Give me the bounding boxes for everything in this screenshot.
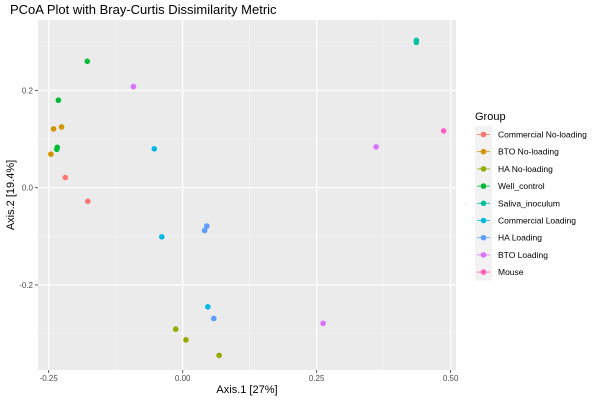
data-point xyxy=(413,39,420,46)
legend-key-point xyxy=(480,269,487,275)
data-point xyxy=(216,352,222,359)
y-axis-ticks: -0.2 0.0 0.2 xyxy=(19,86,38,290)
legend-key-point xyxy=(480,166,487,172)
y-tick-label: -0.2 xyxy=(19,281,33,290)
data-point xyxy=(205,304,211,310)
x-tick-label: 0.25 xyxy=(309,374,325,383)
data-point xyxy=(151,146,158,152)
legend-label: Saliva_inoculum xyxy=(498,198,560,208)
legend-key-point xyxy=(480,131,487,138)
data-point xyxy=(440,128,447,134)
data-point xyxy=(55,97,62,104)
legend-key-point xyxy=(480,200,487,207)
legend-label: Well_control xyxy=(498,181,545,191)
x-tick-label: 0.50 xyxy=(443,374,459,383)
data-point xyxy=(158,234,165,240)
x-tick-label: 0.00 xyxy=(175,374,191,383)
data-point xyxy=(62,174,69,181)
data-point xyxy=(50,126,57,132)
x-axis-ticks: -0.25 0.00 0.25 0.50 xyxy=(40,370,459,383)
data-point xyxy=(201,227,208,234)
data-point xyxy=(204,223,210,229)
data-point xyxy=(85,198,91,205)
y-tick-label: 0.2 xyxy=(22,86,34,95)
legend-key-point xyxy=(480,217,487,224)
legend-key-point xyxy=(480,148,487,155)
legend-key-point xyxy=(480,252,487,258)
data-point xyxy=(53,146,60,153)
grid-major xyxy=(38,20,456,370)
legend-key-point xyxy=(480,234,487,241)
data-points xyxy=(48,37,447,359)
data-point xyxy=(130,83,137,90)
chart-title: PCoA Plot with Bray-Curtis Dissimilarity… xyxy=(10,2,277,17)
legend-label: BTO No-loading xyxy=(498,147,559,157)
x-axis-title: Axis.1 [27%] xyxy=(216,384,277,396)
data-point xyxy=(58,124,65,130)
legend-label: BTO Loading xyxy=(498,250,548,260)
legend-key-point xyxy=(480,183,487,189)
legend-label: Commercial Loading xyxy=(498,216,576,226)
legend-label: Mouse xyxy=(498,267,524,277)
legend-title: Group xyxy=(475,111,506,123)
legend: Group Commercial No-loading BTO No-loadin… xyxy=(475,111,587,281)
data-point xyxy=(172,326,179,332)
plot-panel xyxy=(38,20,456,370)
data-point xyxy=(210,315,217,322)
data-point xyxy=(320,320,326,327)
legend-label: Commercial No-loading xyxy=(498,130,587,140)
data-point xyxy=(48,151,54,157)
data-point xyxy=(373,144,379,150)
grid-minor xyxy=(38,20,456,370)
y-tick-label: 0.0 xyxy=(22,184,34,193)
legend-label: HA Loading xyxy=(498,233,542,243)
legend-label: HA No-loading xyxy=(498,164,553,174)
data-point xyxy=(183,337,189,343)
x-tick-label: -0.25 xyxy=(40,374,59,383)
data-point xyxy=(84,58,91,65)
y-axis-title: Axis.2 [19.4%] xyxy=(5,160,17,230)
